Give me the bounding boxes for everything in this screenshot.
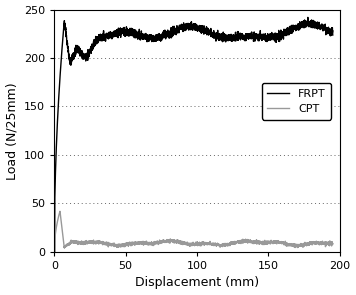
FRPT xyxy=(52,250,56,254)
Line: CPT: CPT xyxy=(54,211,333,252)
FRPT xyxy=(331,33,335,37)
FRPT xyxy=(325,28,330,31)
FRPT xyxy=(306,16,310,19)
CPT xyxy=(100,241,105,245)
CPT xyxy=(58,209,62,213)
CPT xyxy=(325,242,330,245)
X-axis label: Displacement (mm): Displacement (mm) xyxy=(135,276,259,289)
CPT xyxy=(84,241,88,245)
FRPT xyxy=(100,39,105,42)
Y-axis label: Load (N/25mm): Load (N/25mm) xyxy=(6,82,19,180)
CPT xyxy=(52,250,56,254)
CPT xyxy=(171,240,176,243)
Legend: FRPT, CPT: FRPT, CPT xyxy=(262,83,331,120)
FRPT xyxy=(84,53,88,57)
FRPT xyxy=(171,28,175,32)
Line: FRPT: FRPT xyxy=(54,17,333,252)
CPT xyxy=(159,240,163,244)
FRPT xyxy=(159,33,163,37)
CPT xyxy=(331,242,335,245)
FRPT xyxy=(295,27,299,31)
CPT xyxy=(295,243,299,246)
